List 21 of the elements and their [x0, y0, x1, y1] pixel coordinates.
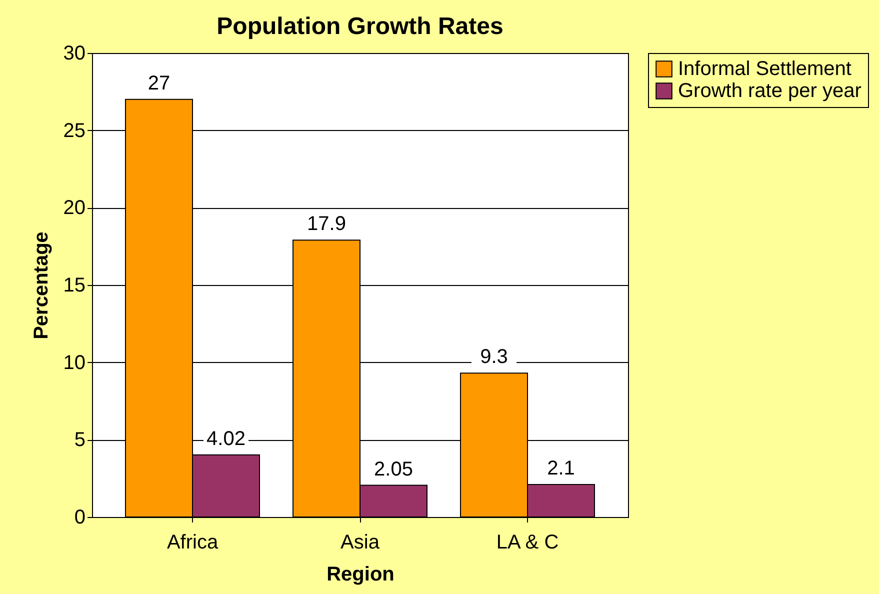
y-tick-label: 20: [63, 197, 86, 220]
x-tick-label: LA & C: [496, 532, 559, 554]
x-axis-title: Region: [326, 564, 394, 586]
data-label: 2.05: [374, 458, 413, 480]
data-label: 17.9: [307, 213, 346, 236]
legend-label: Informal Settlement: [678, 58, 852, 80]
y-tick-label: 25: [63, 120, 86, 142]
data-label: 9.3: [480, 346, 508, 368]
y-axis-title: Percentage: [30, 232, 52, 340]
chart-title: Population Growth Rates: [216, 13, 504, 40]
data-label: 27: [148, 72, 170, 94]
y-tick-label: 30: [63, 42, 86, 64]
y-tick-label: 10: [63, 352, 86, 374]
x-tick-label: Africa: [166, 532, 219, 554]
data-label: 4.02: [206, 428, 246, 450]
y-tick-label: 5: [74, 429, 86, 452]
data-label: 2.1: [547, 458, 575, 480]
y-tick-label: 15: [63, 274, 86, 296]
y-tick-label: 0: [74, 506, 86, 528]
x-tick-label: Asia: [340, 532, 380, 554]
legend-label: Growth rate per year: [678, 80, 862, 102]
